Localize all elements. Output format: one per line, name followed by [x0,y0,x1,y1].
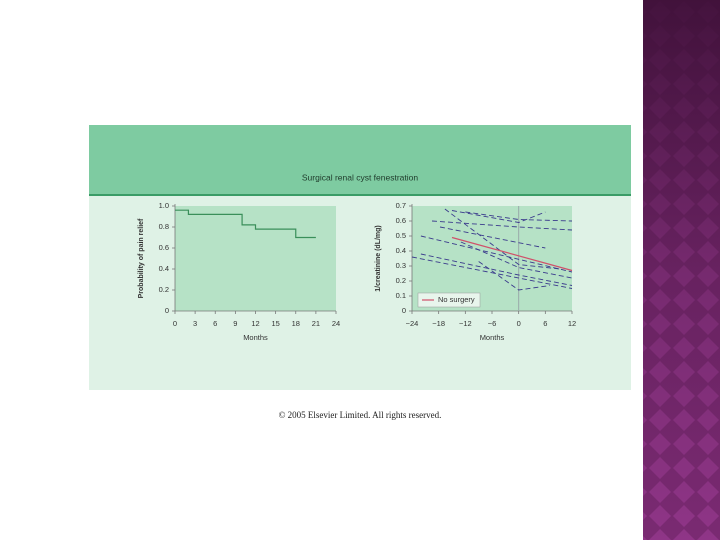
y-tick-label: 1.0 [159,201,169,210]
data-line [431,220,573,231]
data-line [444,208,561,270]
x-axis-label: Months [480,333,505,342]
data-line [460,241,573,279]
y-tick-label: 0.3 [396,261,406,270]
x-tick-label: 6 [543,319,547,328]
y-tick-label: 0 [402,306,406,315]
data-line [439,226,546,249]
data-line [175,209,316,239]
x-tick-label: −18 [432,319,445,328]
x-tick-label: −6 [488,319,497,328]
x-tick-label: 21 [312,319,320,328]
x-tick-label: 6 [213,319,217,328]
x-tick-label: 0 [173,319,177,328]
plot-area [175,206,336,311]
data-line [478,261,550,291]
data-line [465,211,573,222]
x-tick-label: 24 [332,319,340,328]
y-tick-label: 0.6 [396,216,406,225]
side-shade [643,0,720,540]
figure-header [89,125,631,195]
legend-label: No surgery [438,295,475,304]
legend-box [417,292,481,308]
charts: 0 0.2 0.4 0.6 0.8 1.0 0 3 6 9 12 15 18 21 24 Months Prob… [138,201,576,342]
y-axis-label: Probability of pain relief [138,218,145,298]
data-line [420,253,573,286]
x-axis-label: Months [243,333,268,342]
x-tick-label: −12 [459,319,472,328]
y-tick-label: 0.8 [159,222,169,231]
x-tick-label: 12 [568,319,576,328]
x-tick-label: 3 [193,319,197,328]
data-line [411,256,573,289]
x-tick-label: 18 [292,319,300,328]
data-line [451,210,546,223]
y-tick-label: 0.2 [396,276,406,285]
y-axis-label: 1/creatinine (dL/mg) [375,225,382,292]
y-tick-label: 0.1 [396,291,406,300]
copyright: © 2005 Elsevier Limited. All rights rese… [279,410,442,420]
y-tick-label: 0.6 [159,243,169,252]
data-line [420,235,573,273]
x-tick-label: 12 [251,319,259,328]
y-tick-label: 0.2 [159,285,169,294]
y-tick-label: 0.7 [396,201,406,210]
y-tick-label: 0 [165,306,169,315]
x-tick-label: 15 [271,319,279,328]
y-tick-label: 0.4 [396,246,406,255]
figure-title: Surgical renal cyst fenestration [302,172,418,182]
y-tick-label: 0.5 [396,231,406,240]
x-tick-label: −24 [406,319,419,328]
data-line [451,236,573,272]
x-tick-label: 0 [517,319,521,328]
x-tick-label: 9 [233,319,237,328]
y-tick-label: 0.4 [159,264,169,273]
